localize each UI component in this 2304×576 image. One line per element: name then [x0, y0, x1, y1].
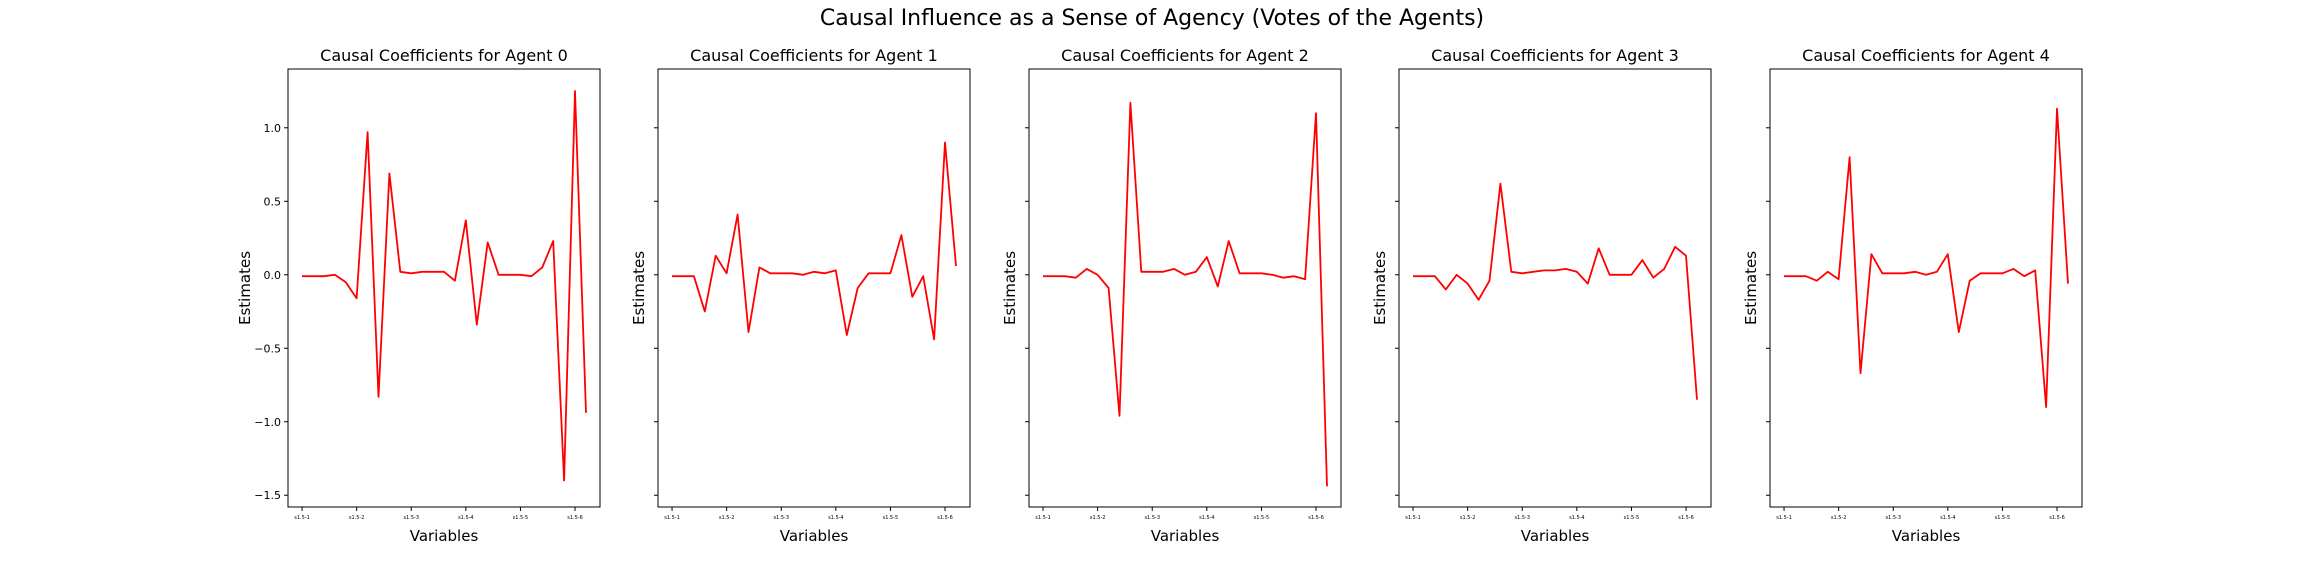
subplot-title: Causal Coefficients for Agent 3 — [1431, 46, 1679, 65]
x-axis-label: Variables — [1521, 527, 1590, 545]
y-tick-label: 0.0 — [264, 269, 282, 282]
subplot-agent-0: Causal Coefficients for Agent 0 −1.5 −1.0 −… — [236, 46, 601, 545]
axes-frame — [1398, 68, 1712, 508]
x-tick-label: s1.5-5 — [1254, 515, 1270, 521]
x-tick-label: s1.5-2 — [349, 515, 365, 521]
x-tick-label: s1.5-2 — [1831, 515, 1847, 521]
x-axis-label: Variables — [780, 527, 849, 545]
x-tick-label: s1.5-4 — [1199, 515, 1215, 521]
series-line — [302, 90, 587, 482]
x-tick-label: s1.5-6 — [2049, 515, 2065, 521]
x-tick-label: s1.5-4 — [1940, 515, 1956, 521]
x-tick-label: s1.5-4 — [458, 515, 474, 521]
x-tick-label: s1.5-2 — [719, 515, 735, 521]
x-tick-label: s1.5-1 — [1405, 515, 1421, 521]
y-tick-label: −1.5 — [254, 489, 281, 502]
axes-frame — [1769, 68, 2083, 508]
axes-frame — [287, 68, 601, 508]
x-tick-label: s1.5-4 — [828, 515, 844, 521]
x-axis-label: Variables — [1151, 527, 1220, 545]
y-axis-label: Estimates — [630, 251, 648, 325]
x-tick-label: s1.5-5 — [1624, 515, 1640, 521]
y-axis-label: Estimates — [1742, 251, 1760, 325]
figure-suptitle: Causal Influence as a Sense of Agency (V… — [819, 6, 1485, 31]
x-tick-label: s1.5-3 — [1514, 515, 1530, 521]
subplot-agent-4: Causal Coefficients for Agent 4 s1.5-1 s1.… — [1742, 46, 2083, 545]
subplot-agent-2: Causal Coefficients for Agent 2 s1.5-1 s1.… — [1001, 46, 1342, 545]
x-tick-label: s1.5-3 — [1885, 515, 1901, 521]
axes-frame — [657, 68, 971, 508]
subplot-title: Causal Coefficients for Agent 0 — [320, 46, 568, 65]
x-tick-label: s1.5-6 — [1308, 515, 1324, 521]
subplot-agent-3: Causal Coefficients for Agent 3 s1.5-1 s1.… — [1371, 46, 1712, 545]
x-tick-label: s1.5-1 — [1035, 515, 1051, 521]
x-axis-label: Variables — [410, 527, 479, 545]
y-axis-label: Estimates — [1371, 251, 1389, 325]
axes-frame — [1028, 68, 1342, 508]
x-tick-label: s1.5-1 — [664, 515, 680, 521]
x-tick-label: s1.5-6 — [567, 515, 583, 521]
series-line — [672, 141, 957, 341]
x-axis-label: Variables — [1892, 527, 1961, 545]
x-tick-label: s1.5-6 — [937, 515, 953, 521]
y-axis-label: Estimates — [236, 251, 254, 325]
x-tick-label: s1.5-5 — [883, 515, 899, 521]
y-axis-label: Estimates — [1001, 251, 1019, 325]
x-tick-label: s1.5-5 — [513, 515, 529, 521]
x-tick-label: s1.5-1 — [1776, 515, 1792, 521]
x-tick-label: s1.5-2 — [1090, 515, 1106, 521]
x-tick-label: s1.5-3 — [773, 515, 789, 521]
y-tick-label: −0.5 — [254, 342, 281, 355]
x-tick-label: s1.5-4 — [1569, 515, 1585, 521]
y-tick-label: −1.0 — [254, 416, 281, 429]
subplot-title: Causal Coefficients for Agent 1 — [690, 46, 938, 65]
x-tick-label: s1.5-3 — [403, 515, 419, 521]
series-line — [1784, 107, 2069, 409]
x-tick-label: s1.5-5 — [1995, 515, 2011, 521]
subplot-title: Causal Coefficients for Agent 2 — [1061, 46, 1309, 65]
x-tick-label: s1.5-6 — [1678, 515, 1694, 521]
series-line — [1413, 182, 1698, 400]
x-tick-label: s1.5-2 — [1460, 515, 1476, 521]
x-tick-label: s1.5-3 — [1144, 515, 1160, 521]
subplot-title: Causal Coefficients for Agent 4 — [1802, 46, 2050, 65]
subplot-agent-1: Causal Coefficients for Agent 1 s1.5-1 s1.… — [630, 46, 971, 545]
x-tick-label: s1.5-1 — [294, 515, 310, 521]
y-tick-label: 1.0 — [264, 122, 282, 135]
y-tick-label: 0.5 — [264, 195, 282, 208]
series-line — [1043, 101, 1328, 487]
